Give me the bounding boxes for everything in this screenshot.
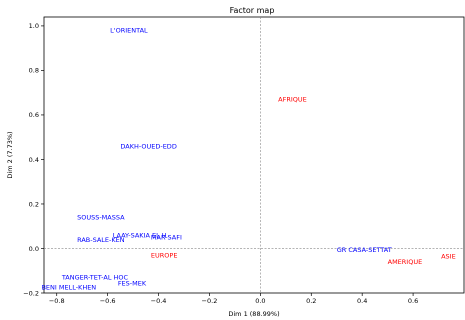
y-axis-ticks: −0.2 0.0 0.2 0.4 0.6 0.8 1.0: [23, 22, 44, 297]
point-label: LAAY-SAKIA EL H: [113, 231, 167, 239]
y-tick-label: 1.0: [29, 22, 39, 30]
x-tick-label: −0.8: [49, 297, 65, 305]
chart-title: Factor map: [230, 6, 275, 15]
point-label: L'ORIENTAL: [110, 27, 148, 35]
x-tick-label: 0.4: [357, 297, 367, 305]
point-label: DAKH-OUED-EDD: [120, 142, 176, 150]
x-axis-ticks: −0.8 −0.6 −0.4 −0.2 0.0 0.2 0.4 0.6: [49, 293, 418, 305]
point-label: MAR-SAFI: [151, 234, 182, 242]
point-label: GR CASA-SETTAT: [337, 246, 392, 254]
x-tick-label: 0.2: [306, 297, 316, 305]
point-label: ASIE: [441, 253, 456, 261]
y-tick-label: 0.2: [29, 200, 39, 208]
y-tick-label: 0.6: [29, 111, 39, 119]
point-label: TANGER-TET-AL HOC: [61, 274, 129, 282]
point-label: RAB-SALE-KEN: [77, 236, 125, 244]
x-tick-label: 0.0: [255, 297, 265, 305]
point-label: SOUSS-MASSA: [77, 214, 125, 222]
point-label: AMERIQUE: [388, 258, 423, 266]
point-label: EUROPE: [151, 251, 178, 259]
x-tick-label: −0.4: [151, 297, 167, 305]
y-tick-label: 0.0: [29, 245, 39, 253]
y-tick-label: 0.4: [29, 156, 39, 164]
y-tick-label: 0.8: [29, 67, 39, 75]
x-tick-label: −0.2: [202, 297, 218, 305]
x-axis-label: Dim 1 (88.99%): [228, 310, 279, 318]
y-axis-label: Dim 2 (7.73%): [6, 131, 14, 178]
plot-frame: [43, 16, 465, 294]
point-label: BENI MELL-KHEN: [41, 284, 96, 292]
point-label: AFRIQUE: [278, 96, 307, 104]
y-tick-label: −0.2: [23, 289, 39, 297]
reference-lines: [44, 17, 464, 293]
x-tick-label: −0.6: [100, 297, 116, 305]
x-tick-label: 0.6: [408, 297, 418, 305]
point-labels: L'ORIENTAL DAKH-OUED-EDD SOUSS-MASSA LAAY-S…: [41, 27, 455, 292]
point-label: FES-MEK: [118, 279, 147, 287]
